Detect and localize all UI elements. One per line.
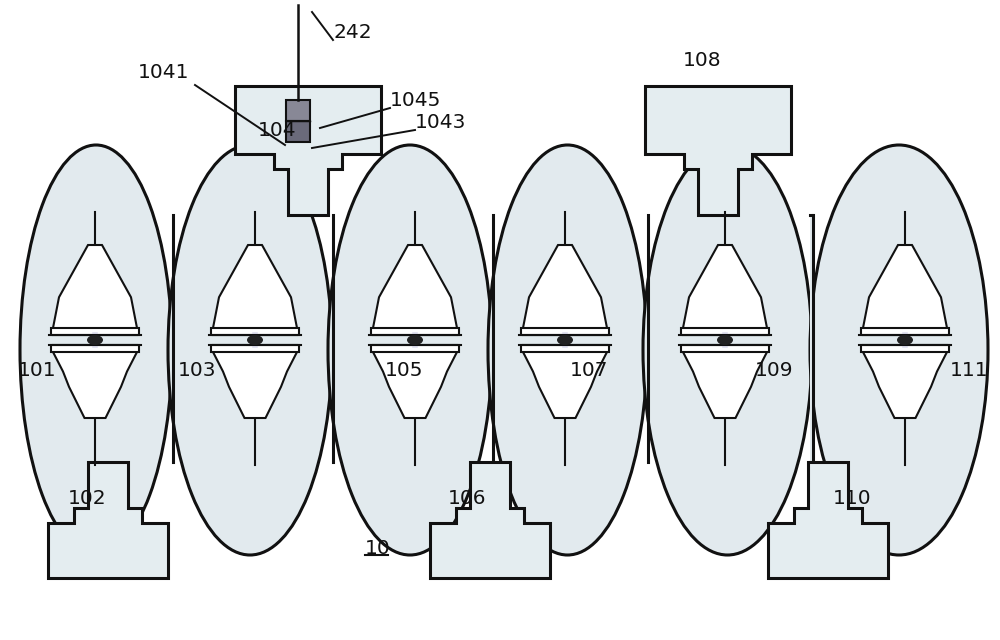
- Ellipse shape: [717, 335, 733, 345]
- Ellipse shape: [328, 145, 492, 555]
- Polygon shape: [373, 345, 457, 418]
- Polygon shape: [768, 462, 888, 578]
- Ellipse shape: [168, 145, 332, 555]
- Ellipse shape: [20, 145, 172, 555]
- Text: 109: 109: [755, 360, 794, 380]
- Ellipse shape: [810, 145, 988, 555]
- Polygon shape: [523, 345, 607, 418]
- Text: 106: 106: [448, 488, 486, 508]
- Text: 1043: 1043: [415, 113, 466, 131]
- Text: 111: 111: [950, 360, 989, 380]
- Ellipse shape: [488, 145, 647, 555]
- Text: 108: 108: [683, 51, 722, 70]
- Bar: [681, 345, 769, 352]
- Polygon shape: [683, 245, 767, 335]
- Text: 105: 105: [385, 360, 424, 380]
- Bar: [211, 345, 299, 352]
- Bar: [286, 121, 310, 142]
- Polygon shape: [53, 245, 137, 335]
- Bar: [521, 345, 609, 352]
- Ellipse shape: [247, 335, 263, 345]
- Text: 107: 107: [570, 360, 608, 380]
- Bar: [371, 345, 459, 352]
- Polygon shape: [523, 245, 607, 335]
- Bar: [51, 328, 139, 335]
- Text: 242: 242: [333, 22, 372, 42]
- Bar: [810, 215, 812, 462]
- Polygon shape: [53, 345, 137, 418]
- Ellipse shape: [557, 335, 573, 345]
- Bar: [861, 345, 949, 352]
- Text: 110: 110: [833, 488, 872, 508]
- Polygon shape: [213, 245, 297, 335]
- Bar: [521, 328, 609, 335]
- Polygon shape: [430, 462, 550, 578]
- Ellipse shape: [407, 335, 423, 345]
- Ellipse shape: [897, 335, 913, 345]
- Bar: [51, 345, 139, 352]
- Text: 1041: 1041: [138, 63, 190, 81]
- Polygon shape: [645, 86, 791, 215]
- Text: 101: 101: [18, 360, 57, 380]
- Polygon shape: [48, 462, 168, 578]
- Polygon shape: [235, 86, 381, 215]
- Bar: [371, 328, 459, 335]
- Text: 104: 104: [258, 120, 297, 140]
- Polygon shape: [373, 245, 457, 335]
- Polygon shape: [683, 345, 767, 418]
- Polygon shape: [863, 345, 947, 418]
- Polygon shape: [863, 245, 947, 335]
- Ellipse shape: [87, 335, 103, 345]
- Bar: [286, 100, 310, 121]
- Bar: [861, 328, 949, 335]
- Text: 1045: 1045: [390, 90, 441, 109]
- Bar: [211, 328, 299, 335]
- Ellipse shape: [643, 145, 812, 555]
- Text: 103: 103: [178, 360, 217, 380]
- Text: 10: 10: [365, 538, 391, 557]
- Text: 102: 102: [68, 488, 107, 508]
- Polygon shape: [213, 345, 297, 418]
- Bar: [681, 328, 769, 335]
